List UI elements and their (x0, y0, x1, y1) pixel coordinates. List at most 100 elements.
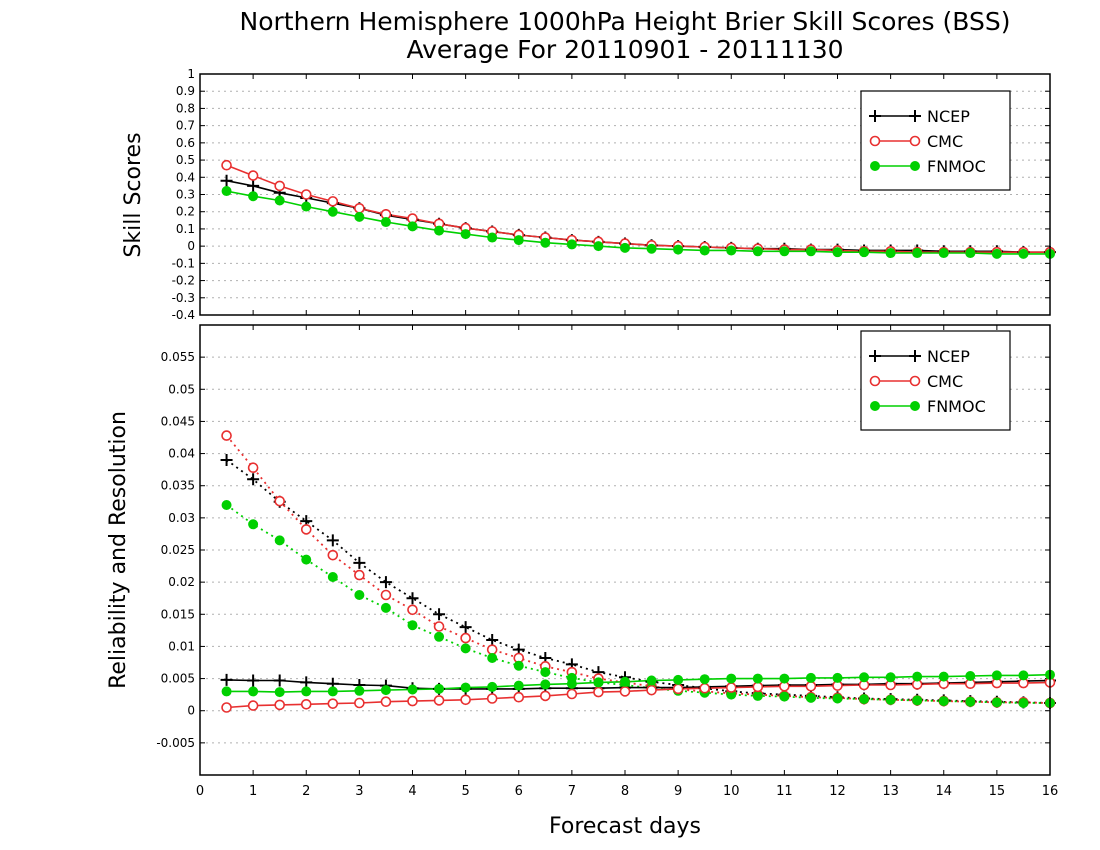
data-point-fnmoc (885, 672, 896, 683)
data-point-cmc (725, 682, 737, 693)
data-point-fnmoc (912, 671, 923, 682)
data-point-fnmoc (407, 620, 418, 631)
x-tick-label: 5 (461, 784, 469, 799)
y-tick-label: 0.035 (161, 479, 195, 493)
data-point-cmc (300, 189, 312, 200)
y-tick-label: 0.03 (168, 511, 195, 525)
series-layer (220, 159, 1056, 259)
x-tick-label: 7 (568, 784, 576, 799)
data-point-fnmoc (938, 696, 949, 707)
y-tick-label: 0.045 (161, 414, 195, 428)
data-point-fnmoc (832, 672, 843, 683)
data-point-fnmoc (991, 248, 1002, 259)
y-tick-label: 0.3 (176, 188, 195, 202)
y-tick-label: 0.055 (161, 350, 195, 364)
data-point-ncep (379, 576, 392, 589)
data-point-fnmoc (380, 685, 391, 696)
data-point-ncep (247, 473, 260, 486)
y-tick-label: 0.015 (161, 607, 195, 621)
y-tick-label: 0.6 (176, 136, 195, 150)
data-point-cmc (433, 695, 445, 706)
y-tick-label: 0.005 (161, 672, 195, 686)
y-tick-label: -0.1 (172, 256, 195, 270)
data-point-cmc (274, 180, 285, 192)
data-point-ncep (353, 556, 366, 569)
data-point-fnmoc (380, 602, 391, 613)
data-point-fnmoc (805, 246, 816, 257)
y-tick-label: -0.4 (172, 308, 195, 322)
data-point-fnmoc (221, 686, 232, 697)
series-layer (220, 430, 1056, 713)
data-point-cmc (221, 159, 232, 171)
data-point-cmc (646, 684, 657, 696)
data-point-fnmoc (726, 245, 737, 256)
y-tick-label: 0.8 (176, 101, 195, 115)
data-point-fnmoc (566, 678, 577, 689)
x-tick-label: 13 (882, 784, 899, 799)
data-point-cmc (486, 644, 498, 655)
data-point-cmc (354, 202, 365, 214)
data-point-fnmoc (487, 681, 498, 692)
chart-subtitle: Average For 20110901 - 20111130 (406, 35, 843, 64)
data-point-cmc (752, 681, 764, 693)
data-point-fnmoc (646, 243, 657, 254)
series-line-cmc (225, 435, 1051, 704)
bottom-y-axis-label: Reliability and Resolution (106, 411, 131, 689)
data-point-fnmoc (513, 235, 524, 246)
data-point-cmc (593, 686, 604, 698)
series-line-ncep (226, 459, 1051, 704)
legend-marker (909, 110, 921, 122)
data-point-fnmoc (327, 686, 338, 697)
data-point-cmc (247, 170, 259, 181)
data-point-fnmoc (885, 248, 896, 259)
data-point-fnmoc (1018, 670, 1029, 681)
data-point-fnmoc (965, 248, 976, 259)
data-point-fnmoc (248, 191, 259, 202)
data-point-fnmoc (859, 247, 870, 258)
x-tick-label: 16 (1042, 784, 1059, 799)
data-point-fnmoc (938, 248, 949, 259)
data-point-cmc (805, 680, 817, 692)
data-point-fnmoc (407, 221, 418, 232)
x-tick-label: 0 (196, 784, 204, 799)
x-tick-label: 1 (249, 784, 257, 799)
data-point-cmc (354, 569, 365, 581)
data-point-fnmoc (248, 519, 259, 530)
data-point-fnmoc (805, 672, 816, 683)
data-point-fnmoc (859, 694, 870, 705)
y-tick-label: -0.3 (172, 291, 195, 305)
data-point-cmc (407, 695, 418, 707)
data-point-fnmoc (832, 693, 843, 704)
data-point-fnmoc (513, 660, 524, 671)
data-point-fnmoc (673, 244, 684, 255)
data-point-fnmoc (779, 673, 790, 684)
data-point-fnmoc (301, 554, 312, 565)
data-point-ncep (406, 592, 419, 605)
y-tick-label: 0.02 (168, 575, 195, 589)
data-point-cmc (221, 430, 232, 441)
x-tick-label: 3 (355, 784, 363, 799)
skill-score-panel: 1 0.9 0.8 0.7 0.6 0.5 0.4 0.3 0.2 0.1 0 -0.1 -0.2 -0.… (172, 67, 1056, 322)
y-tick-label: 0.7 (176, 119, 195, 133)
data-point-cmc (433, 621, 445, 632)
y-tick-label: 0 (187, 704, 195, 718)
data-point-fnmoc (699, 674, 710, 685)
data-point-fnmoc (434, 683, 445, 694)
y-tick-label: 0.1 (176, 222, 195, 236)
data-point-cmc (407, 604, 418, 616)
data-point-ncep (433, 608, 446, 621)
legend-marker (910, 161, 920, 171)
data-point-fnmoc (460, 229, 471, 240)
legend-label-fnmoc: FNMOC (927, 397, 986, 416)
data-point-cmc (247, 700, 259, 711)
data-point-cmc (486, 693, 498, 704)
data-point-ncep (459, 621, 472, 634)
legend-marker (869, 110, 881, 122)
data-point-fnmoc (354, 685, 365, 696)
data-point-cmc (380, 696, 392, 708)
data-point-fnmoc (327, 206, 338, 217)
data-point-fnmoc (540, 679, 551, 690)
data-point-fnmoc (221, 186, 232, 197)
data-point-fnmoc (752, 246, 763, 257)
